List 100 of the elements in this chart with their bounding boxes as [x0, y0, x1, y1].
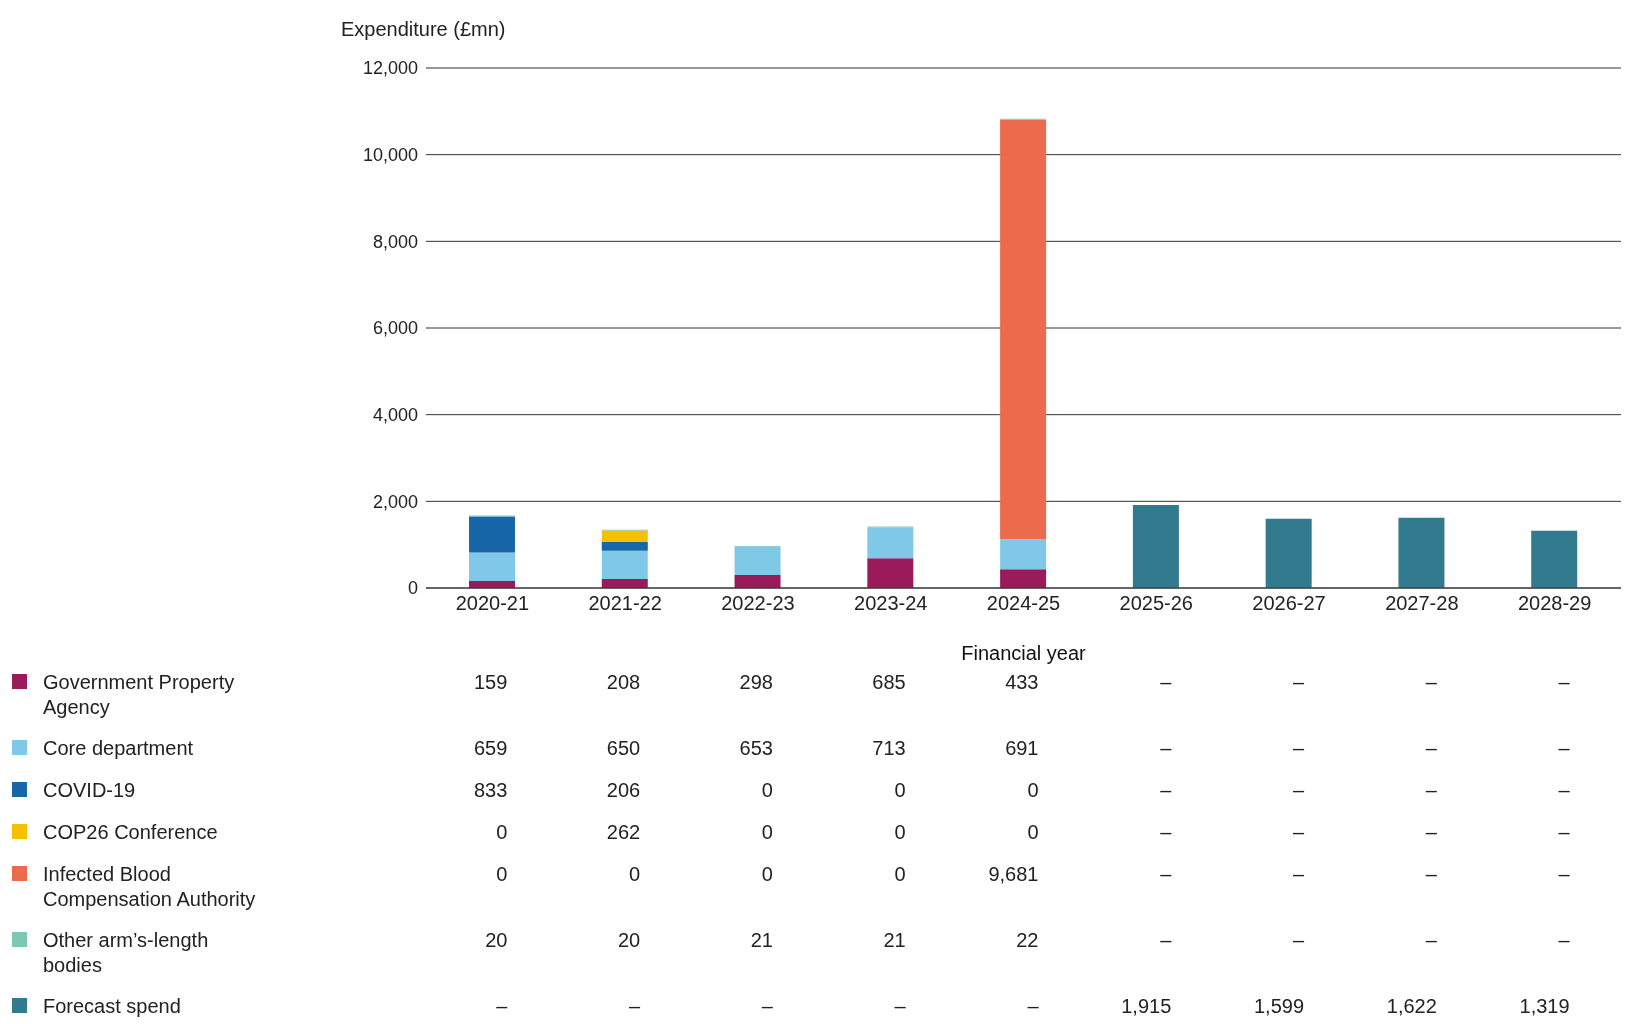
- bar: [1531, 530, 1578, 588]
- data-label: 685: [871, 670, 906, 695]
- y-tick-label: 8,000: [372, 231, 418, 252]
- data-label: 653: [738, 736, 773, 761]
- text: –: [1027, 995, 1039, 1017]
- data-label: 159: [473, 670, 508, 695]
- text: –: [1558, 671, 1570, 693]
- text: –: [1425, 671, 1437, 693]
- text: –: [1558, 929, 1570, 951]
- data-label: 206: [605, 778, 641, 803]
- text: –: [1425, 779, 1437, 801]
- text: –: [1160, 821, 1172, 843]
- text: –: [1558, 737, 1570, 759]
- legend-label: COVID-19: [43, 778, 136, 803]
- data-label: 262: [605, 820, 641, 845]
- y-axis-title: Expenditure (£mn): [341, 18, 506, 41]
- data-label: 0: [495, 862, 508, 887]
- text: –: [1292, 929, 1305, 951]
- bar: [1265, 518, 1312, 588]
- legend-label: Infected Blood Compensation Authority: [43, 862, 257, 912]
- bar: [601, 550, 648, 579]
- text: –: [1425, 821, 1437, 843]
- text: –: [496, 995, 508, 1017]
- y-tick-label: 10,000: [362, 145, 418, 166]
- text: –: [761, 995, 773, 1017]
- legend-label: Forecast spend: [43, 994, 181, 1019]
- data-label: 0: [760, 862, 773, 887]
- data-label: 433: [1004, 670, 1039, 695]
- data-label: 1,915: [1120, 994, 1172, 1019]
- data-label: 21: [882, 928, 906, 953]
- text: –: [1160, 863, 1172, 885]
- legend-label: COP26 Conference: [43, 820, 218, 845]
- text: –: [1425, 737, 1437, 759]
- bar: [601, 541, 648, 551]
- data-label: 208: [605, 670, 641, 695]
- data-label: 1,319: [1518, 994, 1570, 1019]
- text: –: [1160, 737, 1172, 759]
- data-label: 659: [473, 736, 508, 761]
- text: –: [1292, 737, 1305, 759]
- data-label: 9,681: [987, 862, 1039, 887]
- bar: [469, 552, 515, 582]
- text: –: [1292, 671, 1305, 693]
- x-tick-label: 2021-22: [588, 592, 662, 615]
- y-tick-label: 12,000: [362, 58, 418, 79]
- y-tick-label: 0: [407, 578, 418, 599]
- text: –: [1558, 821, 1570, 843]
- data-label: 713: [871, 736, 906, 761]
- bar: [1000, 119, 1047, 540]
- bar: [867, 527, 914, 559]
- x-tick-label: 2024-25: [986, 592, 1061, 615]
- legend-label: Core department: [43, 736, 194, 761]
- y-tick-label: 4,000: [372, 405, 418, 426]
- text: –: [629, 995, 641, 1017]
- bar: [734, 546, 781, 576]
- data-label: 20: [484, 928, 508, 953]
- x-axis-title: Financial year: [961, 642, 1087, 664]
- bar: [469, 516, 515, 553]
- y-tick-label: 2,000: [372, 491, 418, 512]
- data-label: 0: [1026, 778, 1039, 803]
- data-label: 650: [605, 736, 641, 761]
- data-label: 21: [749, 928, 773, 953]
- legend-label: Government Property Agency: [43, 670, 236, 720]
- data-label: 0: [893, 862, 906, 887]
- x-tick-label: 2027-28: [1385, 592, 1459, 615]
- data-label: 0: [893, 778, 906, 803]
- text: –: [894, 995, 906, 1017]
- bar: [601, 530, 648, 542]
- data-label: 1,622: [1385, 994, 1437, 1019]
- bar: [734, 575, 781, 588]
- bar: [867, 558, 914, 588]
- x-tick-label: 2028-29: [1517, 592, 1592, 615]
- text: –: [1558, 863, 1570, 885]
- data-label: 0: [1026, 820, 1039, 845]
- data-label: 1,599: [1253, 994, 1305, 1019]
- text: –: [1292, 863, 1305, 885]
- data-label: 833: [473, 778, 508, 803]
- bar: [1000, 539, 1047, 570]
- data-label: 0: [495, 820, 508, 845]
- data-label: 22: [1015, 928, 1039, 953]
- text: –: [1425, 863, 1437, 885]
- text: –: [1558, 779, 1570, 801]
- y-tick-label: 6,000: [372, 318, 418, 339]
- data-label: 0: [628, 862, 641, 887]
- data-label: 0: [760, 820, 773, 845]
- text: –: [1292, 779, 1305, 801]
- bar: [1132, 505, 1179, 588]
- x-tick-label: 2020-21: [455, 592, 530, 615]
- data-label: 0: [760, 778, 773, 803]
- text: –: [1425, 929, 1437, 951]
- x-tick-label: 2026-27: [1252, 592, 1326, 615]
- data-label: 20: [616, 928, 641, 953]
- x-tick-label: 2025-26: [1119, 592, 1193, 615]
- data-label: 0: [893, 820, 906, 845]
- text: –: [1160, 929, 1172, 951]
- bar: [1000, 569, 1047, 588]
- text: –: [1160, 779, 1172, 801]
- text: –: [1160, 671, 1172, 693]
- data-label: 691: [1004, 736, 1039, 761]
- data-label: 298: [738, 670, 773, 695]
- text: –: [1292, 821, 1305, 843]
